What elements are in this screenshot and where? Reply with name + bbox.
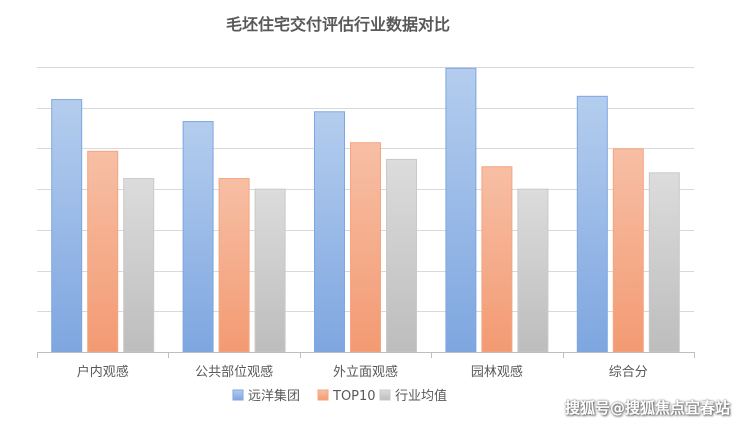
bar-0-0 [51,99,83,353]
bars [51,67,680,353]
bar-1-4 [612,148,644,353]
legend: 远洋集团 TOP10 行业均值 [232,388,447,404]
bar-0-2 [314,111,345,353]
x-tick-label: 户内观感 [77,364,129,380]
bar-2-0 [123,178,155,353]
legend-swatch [232,389,244,401]
bar-2-1 [254,188,286,353]
bar-0-3 [445,67,477,353]
x-tick-label: 综合分 [609,365,648,380]
legend-label: TOP10 [332,389,376,404]
bar-2-4 [648,172,680,353]
bar-1-3 [481,166,513,353]
bar-2-3 [517,188,549,353]
watermark-text: 搜狐号@搜狐焦点宜春站 [564,399,730,417]
x-tick-label: 公共部位观感 [195,364,273,380]
bar-0-4 [576,95,608,353]
legend-label: 行业均值 [395,388,447,404]
bar-0-1 [182,121,214,353]
chart-title: 毛坯住宅交付评估行业数据对比 [226,15,450,34]
legend-label: 远洋集团 [248,388,300,404]
legend-swatch [317,389,329,401]
x-axis: 户内观感 公共部位观感 外立面观感 园林观感 综合分 [37,352,695,380]
bar-1-2 [350,142,381,353]
bar-1-1 [218,178,250,353]
x-tick-label: 园林观感 [471,364,523,380]
bar-2-2 [386,158,417,353]
bar-1-0 [87,150,119,353]
legend-swatch [379,389,391,401]
x-tick-label: 外立面观感 [333,364,398,380]
